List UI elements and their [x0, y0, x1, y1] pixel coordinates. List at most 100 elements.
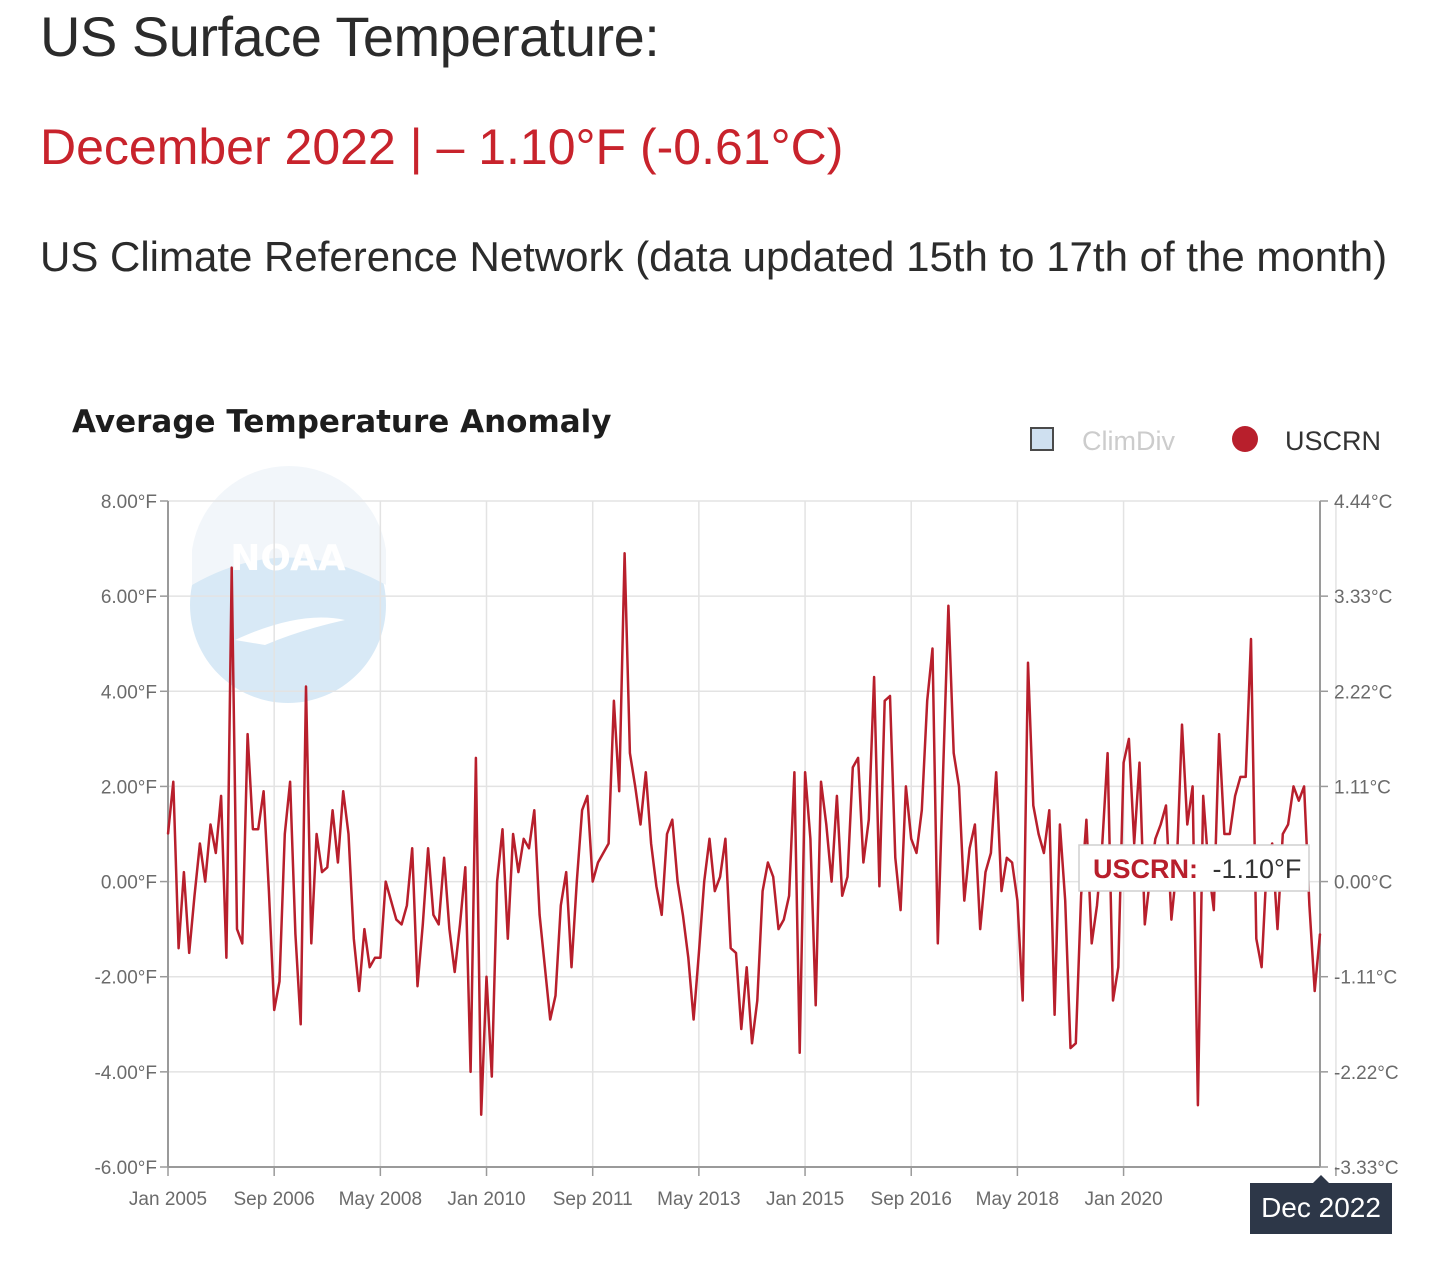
data-point	[390, 899, 392, 902]
data-point	[1032, 804, 1035, 807]
data-point	[326, 866, 329, 869]
data-point	[459, 923, 461, 926]
data-point	[278, 980, 281, 983]
data-source-description: US Climate Reference Network (data updat…	[40, 233, 1388, 280]
data-point	[1096, 904, 1098, 907]
data-point	[682, 914, 684, 916]
data-point	[453, 971, 456, 973]
tooltip: USCRN: -1.10°F	[1078, 844, 1310, 892]
data-point	[1085, 818, 1088, 821]
data-point	[857, 757, 859, 759]
temperature-anomaly-chart[interactable]: NOAA Average Temperature Anomaly ClimDiv…	[0, 380, 1456, 1268]
data-point	[236, 928, 238, 930]
data-point	[719, 876, 721, 878]
series-uscrn[interactable]	[166, 552, 1322, 1116]
tooltip-value: -1.10°F	[1213, 854, 1302, 884]
y-tick-label-right: -1.11°C	[1334, 968, 1397, 989]
data-point	[926, 700, 928, 702]
data-point	[560, 904, 562, 907]
data-point	[1011, 861, 1013, 864]
data-point	[660, 914, 663, 916]
legend-item-uscrn[interactable]: USCRN	[1232, 426, 1381, 456]
y-tick-label-left: 4.00°F	[101, 682, 157, 703]
legend-label-climdiv: ClimDiv	[1082, 426, 1175, 456]
x-tick-label: Jan 2005	[129, 1189, 207, 1210]
x-tick-label: Sep 2016	[871, 1189, 952, 1210]
data-point	[692, 1018, 695, 1021]
data-point	[698, 952, 700, 954]
data-point	[602, 852, 605, 854]
data-point	[1319, 933, 1321, 935]
data-point	[475, 757, 477, 759]
data-point	[443, 857, 445, 859]
data-point	[984, 871, 987, 873]
data-point	[416, 985, 419, 987]
data-point	[995, 771, 997, 773]
data-point	[1037, 833, 1040, 835]
data-point	[937, 942, 939, 945]
circle-marker-icon	[1232, 426, 1258, 452]
data-point	[990, 852, 992, 854]
legend[interactable]: ClimDiv USCRN	[1030, 426, 1381, 456]
x-tick-label: May 2008	[339, 1189, 422, 1210]
data-point	[384, 880, 387, 883]
data-point	[788, 895, 790, 897]
data-point	[480, 1113, 483, 1116]
data-point	[1021, 999, 1024, 1002]
y-tick-label-left: 0.00°F	[101, 873, 157, 894]
data-point	[952, 752, 955, 754]
data-point	[979, 928, 981, 930]
data-point	[1133, 842, 1135, 845]
data-point	[517, 871, 520, 873]
data-point	[1000, 890, 1003, 892]
data-point	[905, 785, 907, 788]
data-point	[262, 790, 265, 792]
data-point	[836, 795, 838, 797]
data-point	[921, 809, 923, 811]
x-tick-label: Sep 2011	[553, 1189, 633, 1210]
data-point	[714, 890, 716, 892]
data-point	[1282, 833, 1284, 835]
crosshair-date-label: Dec 2022	[1250, 1175, 1392, 1234]
data-point	[761, 890, 764, 892]
data-point	[448, 928, 451, 930]
data-point	[666, 833, 668, 835]
data-point	[793, 771, 796, 773]
data-point	[363, 928, 366, 930]
data-point	[1122, 761, 1125, 764]
data-point	[1106, 752, 1109, 754]
data-point	[1059, 823, 1061, 826]
data-point	[772, 876, 774, 878]
data-point	[1048, 809, 1051, 811]
data-point	[974, 823, 976, 826]
data-point	[586, 795, 589, 797]
x-tick-label: Jan 2020	[1084, 1189, 1162, 1210]
data-point	[199, 842, 201, 845]
data-point	[230, 566, 233, 569]
x-tick-label: May 2018	[976, 1189, 1059, 1210]
data-point	[284, 833, 286, 835]
data-point	[246, 733, 249, 735]
data-point	[522, 838, 525, 840]
data-point	[1080, 895, 1082, 897]
legend-item-climdiv[interactable]: ClimDiv	[1030, 426, 1175, 456]
data-point	[809, 838, 812, 840]
data-point	[1170, 918, 1173, 921]
data-point	[533, 809, 536, 811]
data-point	[1271, 842, 1273, 845]
data-point	[549, 1018, 551, 1021]
data-point	[889, 695, 891, 697]
data-point	[1287, 823, 1289, 826]
data-point	[310, 942, 313, 945]
y-tick-label-left: 6.00°F	[101, 587, 157, 608]
data-point	[1027, 661, 1029, 664]
data-point	[671, 818, 674, 821]
data-point	[1064, 899, 1066, 902]
data-point	[645, 771, 647, 773]
data-point	[883, 700, 886, 702]
data-point	[1144, 923, 1146, 926]
data-point	[1138, 761, 1141, 764]
data-point	[406, 904, 408, 907]
data-point	[968, 847, 971, 850]
data-point	[331, 809, 334, 811]
